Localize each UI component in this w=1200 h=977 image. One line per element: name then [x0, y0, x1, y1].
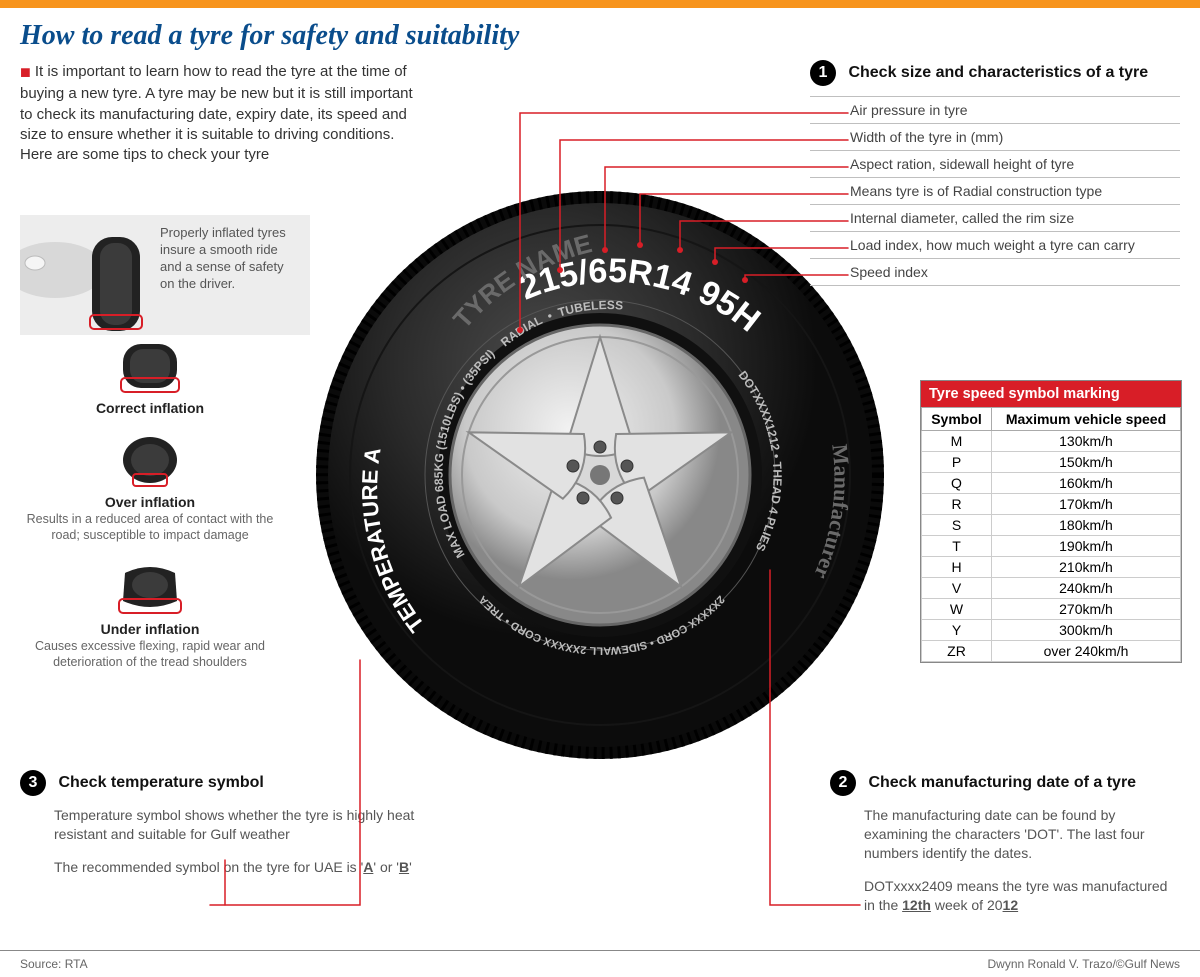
footer-source: Source: RTA	[20, 957, 88, 971]
table-row: V240km/h	[922, 578, 1181, 599]
inflation-desc: Results in a reduced area of contact wit…	[20, 512, 280, 543]
section-note: The recommended symbol on the tyre for U…	[54, 858, 430, 877]
callout-item: Width of the tyre in (mm)	[810, 124, 1180, 151]
table-row: M130km/h	[922, 431, 1181, 452]
section-3: 3 Check temperature symbol Temperature s…	[20, 770, 430, 877]
table-row: ZRover 240km/h	[922, 641, 1181, 662]
table-row: Q160km/h	[922, 473, 1181, 494]
section-1: 1 Check size and characteristics of a ty…	[810, 60, 1180, 286]
callout-item: Means tyre is of Radial construction typ…	[810, 178, 1180, 205]
callout-item: Aspect ration, sidewall height of tyre	[810, 151, 1180, 178]
callout-item: Air pressure in tyre	[810, 96, 1180, 124]
inflation-label: Under inflation	[20, 621, 280, 637]
callout-item: Internal diameter, called the rim size	[810, 205, 1180, 232]
col-speed: Maximum vehicle speed	[992, 408, 1181, 431]
bullet-square: ■	[20, 62, 31, 82]
grey-box-text: Properly inflated tyres insure a smooth …	[160, 225, 286, 291]
top-accent-bar	[0, 0, 1200, 8]
col-symbol: Symbol	[922, 408, 992, 431]
page-title: How to read a tyre for safety and suitab…	[0, 8, 1200, 60]
inflation-label: Correct inflation	[20, 400, 280, 416]
table-row: W270km/h	[922, 599, 1181, 620]
footer-credit: Dwynn Ronald V. Trazo/©Gulf News	[988, 957, 1180, 971]
inflation-label: Over inflation	[20, 494, 280, 510]
callout-item: Speed index	[810, 259, 1180, 286]
inflation-column: Correct inflation Over inflation Results…	[20, 340, 280, 689]
tyre-diagram: 215/65R14 95H TYRE NAME Manufacturer TEM…	[310, 185, 890, 765]
table-row: H210km/h	[922, 557, 1181, 578]
section-body: The manufacturing date can be found by e…	[864, 806, 1180, 863]
inflation-under: Under inflation Causes excessive flexing…	[20, 561, 280, 670]
section-body: Temperature symbol shows whether the tyr…	[54, 806, 430, 844]
speed-table-grid: Symbol Maximum vehicle speed M130km/hP15…	[921, 407, 1181, 662]
footer: Source: RTA Dwynn Ronald V. Trazo/©Gulf …	[0, 950, 1200, 977]
table-row: R170km/h	[922, 494, 1181, 515]
section-number-badge: 3	[20, 770, 46, 796]
table-row: P150km/h	[922, 452, 1181, 473]
section-note: DOTxxxx2409 means the tyre was manufactu…	[864, 877, 1180, 915]
speed-symbol-table: Tyre speed symbol marking Symbol Maximum…	[920, 380, 1182, 663]
section-2: 2 Check manufacturing date of a tyre The…	[830, 770, 1180, 914]
callout-item: Load index, how much weight a tyre can c…	[810, 232, 1180, 259]
inflation-over: Over inflation Results in a reduced area…	[20, 434, 280, 543]
section-title: Check size and characteristics of a tyre	[848, 64, 1148, 81]
table-row: T190km/h	[922, 536, 1181, 557]
callout-items-list: Air pressure in tyreWidth of the tyre in…	[810, 96, 1180, 286]
section-title: Check temperature symbol	[58, 774, 263, 791]
intro-text: ■It is important to learn how to read th…	[20, 60, 420, 165]
section-number-badge: 1	[810, 60, 836, 86]
section-title: Check manufacturing date of a tyre	[868, 774, 1136, 791]
car-illustration	[20, 215, 160, 335]
intro-body: It is important to learn how to read the…	[20, 63, 413, 163]
table-row: Y300km/h	[922, 620, 1181, 641]
section-number-badge: 2	[830, 770, 856, 796]
table-row: S180km/h	[922, 515, 1181, 536]
inflation-correct: Correct inflation	[20, 340, 280, 416]
inflation-desc: Causes excessive flexing, rapid wear and…	[20, 639, 280, 670]
table-header: Tyre speed symbol marking	[921, 381, 1181, 407]
